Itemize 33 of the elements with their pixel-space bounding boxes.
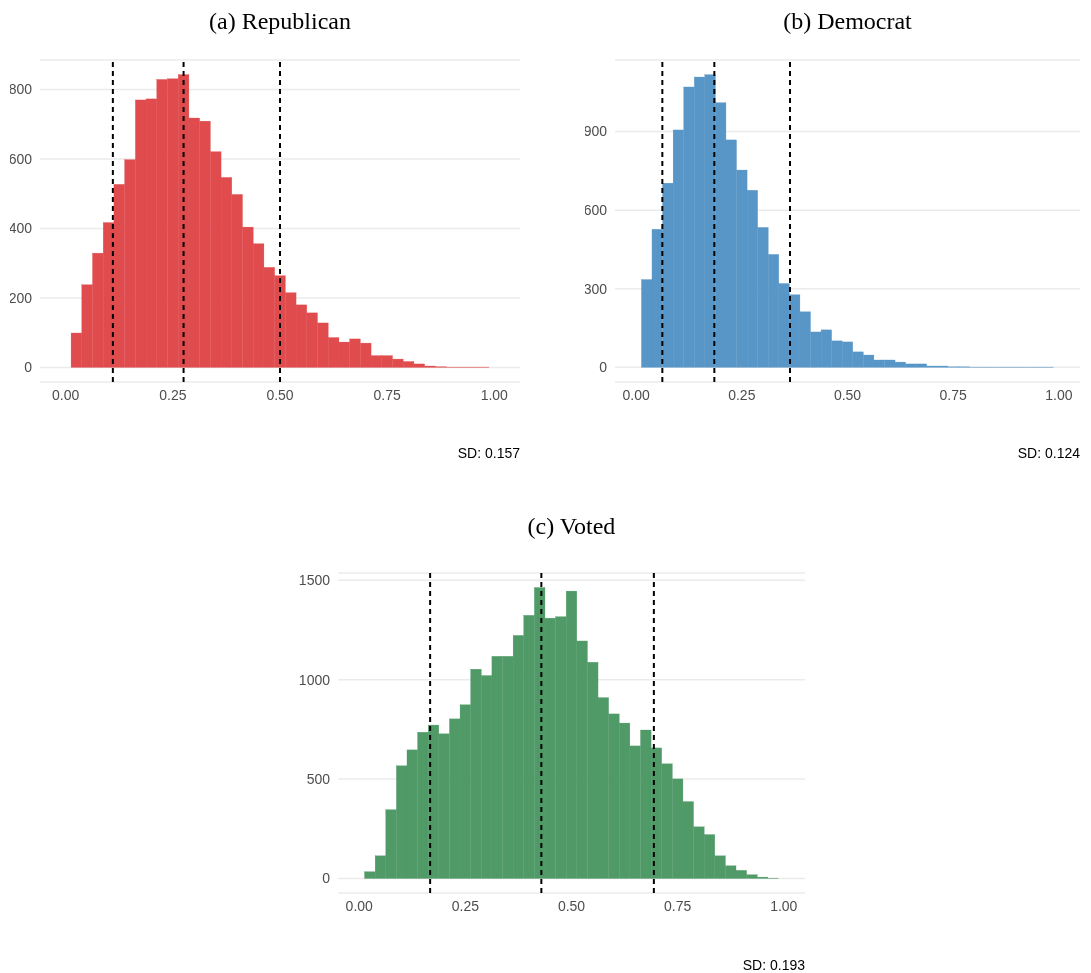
x-tick-label: 0.75 (664, 897, 692, 914)
x-tick-label: 1.00 (480, 386, 509, 403)
y-tick-label: 300 (583, 280, 608, 297)
chart-title: (c) Voted (526, 513, 617, 540)
text: SD: 0.124 (1017, 445, 1080, 461)
text: SD: 0.193 (742, 957, 805, 973)
y-tick-label: 500 (306, 771, 331, 788)
x-tick-label: 0.75 (939, 386, 968, 403)
x-tick-label: 0.50 (833, 386, 862, 403)
x-tick-label: 0.25 (728, 386, 756, 403)
x-tick-label: 1.00 (770, 897, 798, 914)
y-tick-label: 900 (583, 123, 608, 140)
x-tick-label: 0.50 (557, 897, 586, 914)
y-tick-label: 800 (8, 81, 33, 98)
y-tick-label: 0 (24, 359, 33, 376)
y-tick-label: 1500 (298, 572, 331, 589)
x-tick-label: 1.00 (1045, 386, 1073, 403)
chart-title: (b) Democrat (782, 8, 913, 35)
y-tick-label: 600 (583, 202, 608, 219)
x-tick-label: 0.25 (451, 897, 480, 914)
y-tick-label: 1000 (298, 671, 331, 688)
y-tick-label: 0 (322, 870, 331, 887)
y-tick-label: 200 (8, 289, 33, 306)
x-tick-label: 0.00 (52, 386, 80, 403)
x-tick-label: 0.50 (266, 386, 294, 403)
x-tick-label: 0.25 (159, 386, 187, 403)
text: SD: 0.157 (457, 445, 520, 461)
x-tick-label: 0.75 (373, 386, 401, 403)
y-tick-label: 600 (8, 150, 33, 167)
x-tick-label: 0.00 (345, 897, 374, 914)
x-tick-label: 0.00 (622, 386, 650, 403)
chart-title: (a) Republican (208, 8, 352, 35)
y-tick-label: 0 (599, 359, 608, 376)
